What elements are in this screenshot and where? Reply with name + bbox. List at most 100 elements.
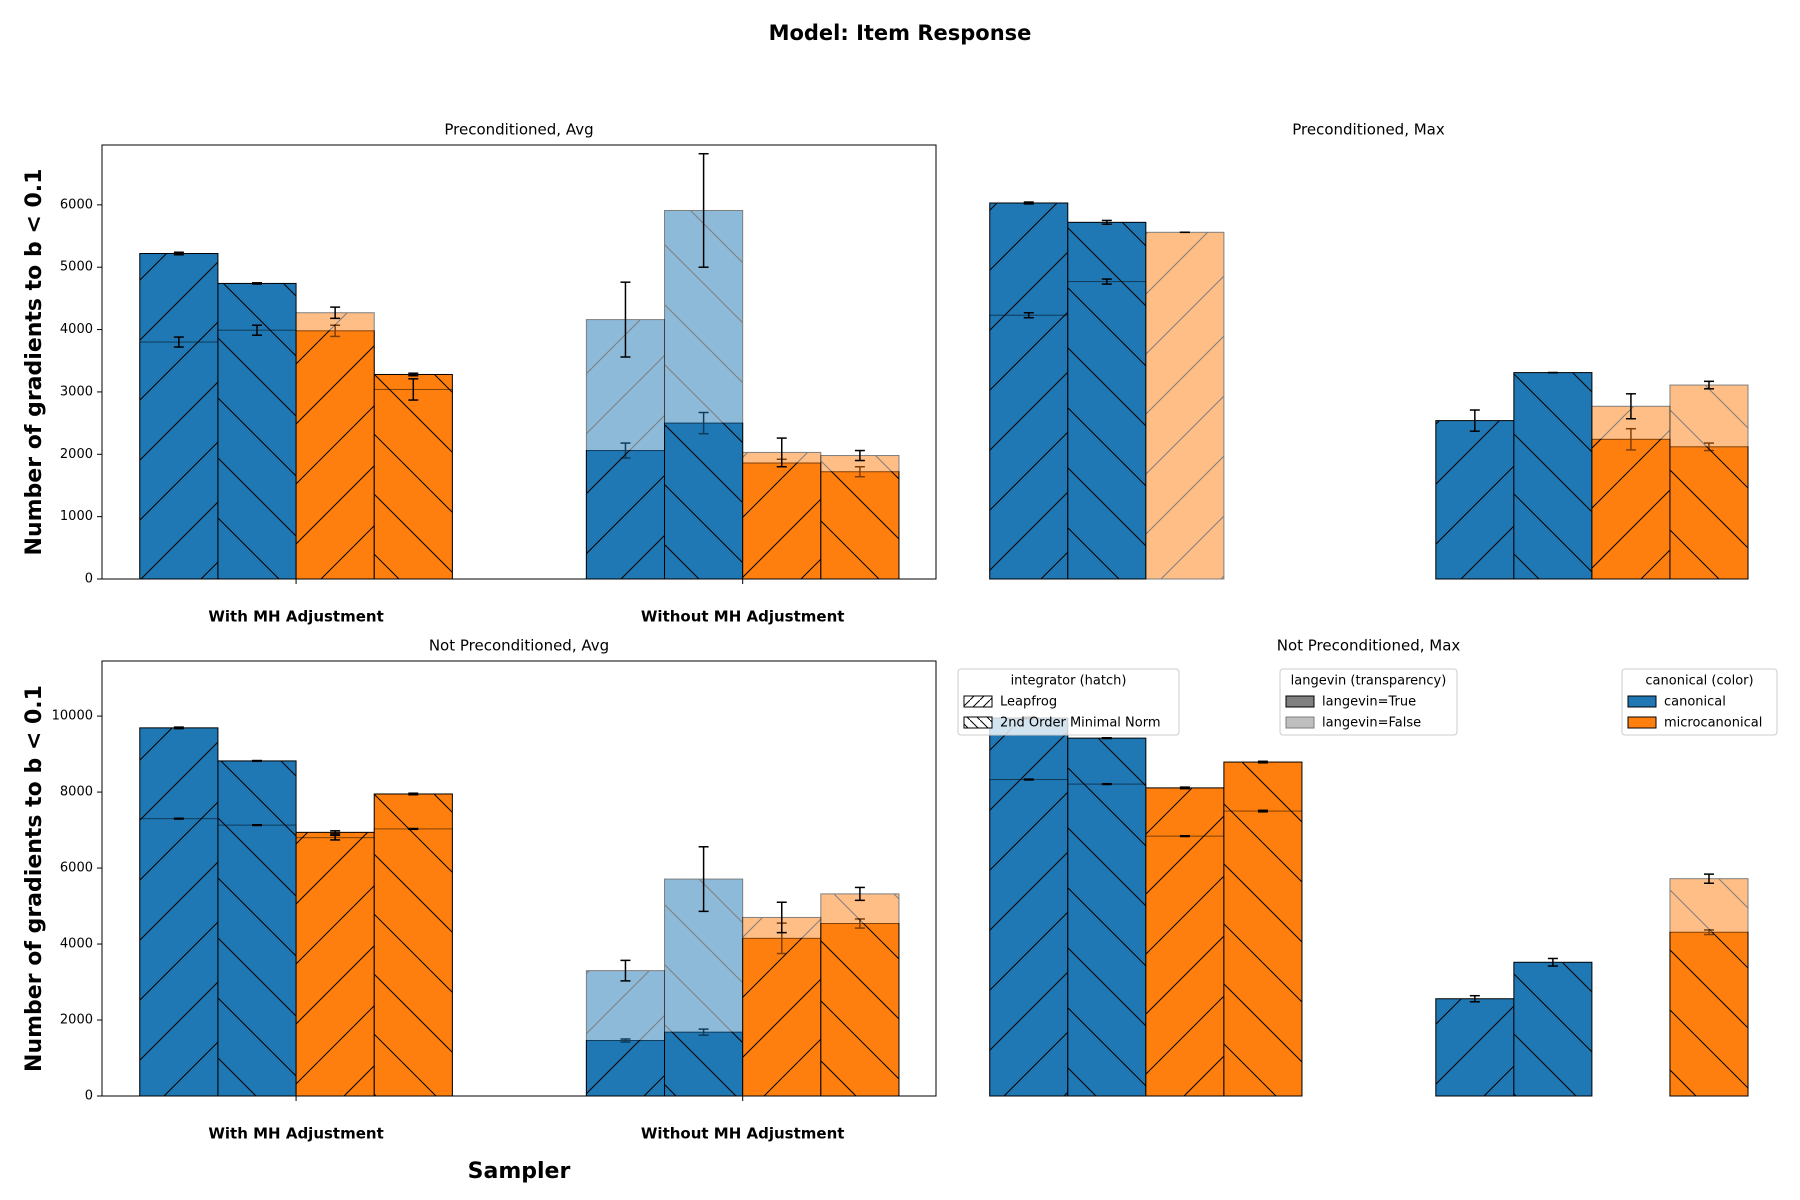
error-bar — [408, 827, 419, 831]
y-tick-label: 2000 — [60, 1013, 93, 1028]
bar-hatch — [1591, 406, 1670, 579]
legend-label: langevin=True — [1322, 695, 1416, 710]
error-bar — [1179, 786, 1190, 790]
error-bar — [854, 886, 865, 902]
error-bar — [1703, 873, 1714, 884]
bar-hatch — [1067, 784, 1146, 1096]
y-tick-label: 3000 — [60, 384, 93, 399]
bar-hatch — [296, 312, 375, 579]
x-tick-label: With MH Adjustment — [208, 1125, 383, 1143]
bar-group — [989, 314, 1069, 580]
legend-swatch — [1627, 716, 1657, 729]
error-bar — [620, 959, 631, 982]
bar-hatch — [1223, 811, 1302, 1096]
bar-group — [1435, 420, 1515, 580]
subplot-title: Not Preconditioned, Avg — [429, 637, 609, 655]
bar-hatch — [989, 315, 1068, 579]
x-tick-label: Without MH Adjustment — [641, 1125, 845, 1143]
y-tick-label: 10000 — [52, 709, 93, 724]
y-tick-label: 6000 — [60, 861, 93, 876]
legend-hatch — [964, 696, 992, 707]
bar-group — [1067, 783, 1147, 1097]
bar-hatch — [1435, 998, 1514, 1096]
legend-label: 2nd Order Minimal Norm — [1000, 716, 1160, 731]
legend-marker — [1627, 695, 1657, 708]
y-tick-label: 4000 — [60, 937, 93, 952]
error-bar — [408, 378, 419, 401]
error-bar — [1257, 809, 1268, 813]
bar-hatch — [1513, 372, 1592, 579]
error-bar — [1257, 760, 1268, 764]
legend-box — [1621, 668, 1778, 736]
legend-box — [1279, 668, 1458, 736]
error-bar — [1101, 219, 1112, 225]
bar-group — [1145, 231, 1225, 580]
error-bar — [330, 830, 341, 835]
legend-swatch — [1285, 695, 1315, 708]
error-bar — [1023, 778, 1034, 781]
y-tick-label: 8000 — [60, 785, 93, 800]
y-tick-label: 6000 — [60, 197, 93, 212]
bar-hatch — [664, 210, 743, 580]
error-bar — [1547, 957, 1558, 967]
axes-frame — [101, 660, 937, 1097]
y-axis-label: Number of gradients to b < 0.1 — [22, 685, 47, 1072]
error-bar — [330, 834, 341, 841]
bar-group — [1669, 384, 1749, 580]
bar-group — [989, 779, 1069, 1097]
bar-group — [664, 209, 744, 580]
bar-group — [295, 312, 375, 580]
bar-hatch — [742, 917, 821, 1096]
legend-marker — [1627, 716, 1657, 729]
error-bar — [173, 726, 184, 730]
bar-hatch — [989, 779, 1068, 1096]
error-bar — [173, 251, 184, 256]
error-bar — [698, 152, 709, 268]
bar-hatch — [586, 319, 665, 579]
x-tick-label: Without MH Adjustment — [641, 608, 845, 626]
bar-group — [217, 824, 297, 1097]
bar-group — [373, 388, 453, 580]
subplot-title: Preconditioned, Avg — [444, 121, 593, 139]
error-bar — [1101, 736, 1112, 740]
bar-hatch — [1145, 232, 1224, 580]
error-bar — [776, 901, 787, 934]
bar-group — [1513, 372, 1593, 580]
bar-group — [664, 878, 744, 1097]
error-bar — [698, 846, 709, 913]
bar-group — [585, 970, 666, 1097]
bar-group — [820, 893, 900, 1097]
bar-group — [295, 837, 375, 1097]
legend-title: langevin (transparency) — [1291, 674, 1447, 689]
bar-group — [1669, 878, 1749, 1097]
bar-hatch — [664, 879, 743, 1096]
x-axis-label: Sampler — [468, 1159, 571, 1184]
legend-title: integrator (hatch) — [1011, 674, 1127, 689]
bar-group — [585, 319, 666, 580]
error-bar — [1469, 409, 1480, 432]
bar-group — [742, 916, 822, 1097]
error-bar — [251, 324, 262, 336]
bar-hatch — [374, 389, 453, 579]
error-bar — [1023, 311, 1034, 319]
legend-marker — [1285, 695, 1315, 708]
error-bar — [1703, 380, 1714, 390]
error-bar — [776, 437, 787, 468]
error-bar — [251, 823, 262, 827]
legend-hatch — [964, 717, 992, 728]
bar-hatch — [1067, 281, 1146, 579]
bar-hatch — [820, 455, 899, 579]
legend-box — [957, 668, 1180, 736]
y-tick-label: 0 — [85, 572, 93, 587]
y-tick-label: 4000 — [60, 322, 93, 337]
legend-swatch — [1285, 716, 1315, 729]
bar-hatch — [1145, 836, 1224, 1096]
error-bar — [854, 449, 865, 462]
bar-hatch — [742, 452, 821, 579]
bar-group — [820, 455, 900, 580]
y-axis-label: Number of gradients to b < 0.1 — [22, 169, 47, 556]
bar-group — [1223, 810, 1303, 1097]
y-tick-label: 2000 — [60, 447, 93, 462]
axes-frame — [101, 144, 937, 580]
bar-hatch — [296, 837, 375, 1096]
